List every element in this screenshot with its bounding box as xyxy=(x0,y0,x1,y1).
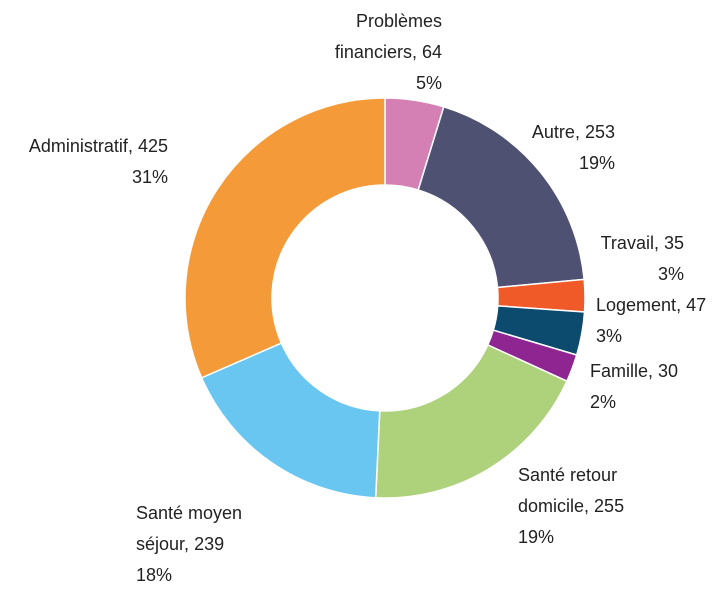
label-line: Problèmes financiers, 64 xyxy=(334,11,442,62)
slice-label: Santé moyen séjour, 239 18% xyxy=(136,498,251,591)
value-label: 64 xyxy=(421,42,442,62)
percent-label: 3% xyxy=(657,264,684,284)
label-line: Santé retour domicile, 255 xyxy=(518,465,625,516)
value-label: 35 xyxy=(663,233,684,253)
slice-label: Santé retour domicile, 255 19% xyxy=(518,460,643,553)
label-line: Autre, 253 xyxy=(531,122,615,142)
label-line: Logement, 47 xyxy=(596,295,707,315)
slice xyxy=(184,97,386,379)
value-label: 255 xyxy=(594,496,625,516)
percent-label: 19% xyxy=(578,153,615,173)
slice-label: Logement, 47 3% xyxy=(596,290,716,352)
label-line: Travail, 35 xyxy=(600,233,684,253)
slice-label: Famille, 30 2% xyxy=(590,356,710,418)
label-line: Administratif, 425 xyxy=(28,136,168,156)
category-name: Autre xyxy=(531,122,575,142)
slice xyxy=(417,105,585,289)
value-label: 239 xyxy=(194,534,225,554)
label-line: Famille, 30 xyxy=(590,361,679,381)
value-label: 30 xyxy=(658,361,679,381)
percent-label: 3% xyxy=(596,326,623,346)
category-name: Santé retour domicile xyxy=(518,465,618,516)
percent-label: 5% xyxy=(415,73,442,93)
slice-label: Travail, 35 3% xyxy=(574,228,684,290)
category-name: Administratif xyxy=(28,136,128,156)
percent-label: 31% xyxy=(131,167,168,187)
label-line: Santé moyen séjour, 239 xyxy=(136,503,243,554)
percent-label: 2% xyxy=(590,392,617,412)
slice-label: Autre, 253 19% xyxy=(495,117,615,179)
category-name: Travail xyxy=(600,233,654,253)
category-name: Santé moyen séjour xyxy=(136,503,243,554)
category-name: Famille xyxy=(590,361,649,381)
percent-label: 18% xyxy=(136,565,173,585)
percent-label: 19% xyxy=(518,527,555,547)
slice-label: Administratif, 425 31% xyxy=(0,131,168,193)
value-label: 253 xyxy=(584,122,615,142)
category-name: Logement xyxy=(596,295,677,315)
slice xyxy=(374,343,568,499)
slice-label: Problèmes financiers, 64 5% xyxy=(317,6,442,99)
value-label: 425 xyxy=(137,136,168,156)
category-name: Problèmes financiers xyxy=(334,11,442,62)
value-label: 47 xyxy=(686,295,707,315)
